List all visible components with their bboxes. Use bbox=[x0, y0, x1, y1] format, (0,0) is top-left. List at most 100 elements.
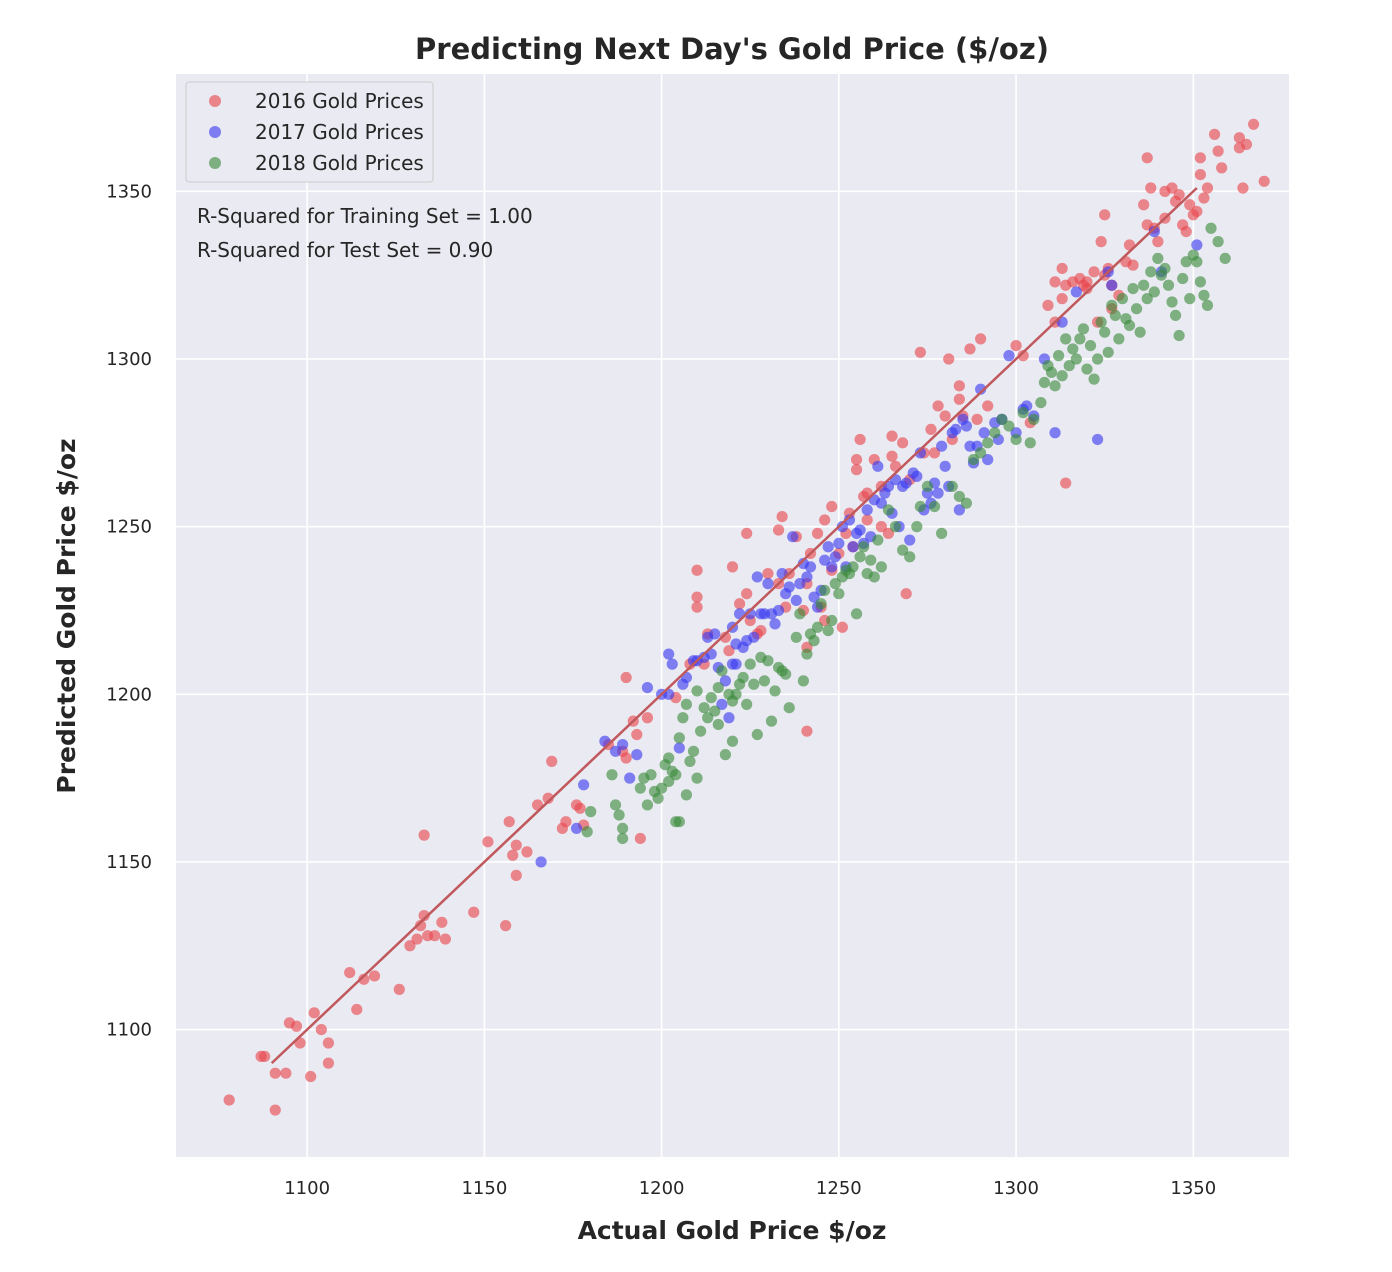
scatter-point bbox=[429, 930, 441, 942]
scatter-point bbox=[797, 675, 809, 687]
scatter-point bbox=[836, 621, 848, 633]
legend-box bbox=[185, 81, 434, 183]
scatter-point bbox=[911, 521, 923, 533]
scatter-point bbox=[826, 500, 838, 513]
legend-label: 2018 Gold Prices bbox=[255, 151, 424, 175]
scatter-point bbox=[801, 725, 813, 737]
x-tick-label: 1300 bbox=[993, 1178, 1039, 1199]
scatter-point bbox=[769, 618, 781, 630]
scatter-point bbox=[861, 514, 873, 526]
scatter-point bbox=[673, 742, 685, 754]
scatter-point bbox=[748, 678, 760, 690]
scatter-point bbox=[822, 624, 834, 637]
scatter-point bbox=[811, 621, 824, 633]
legend-label: 2016 Gold Prices bbox=[255, 89, 424, 113]
scatter-point bbox=[1081, 363, 1093, 375]
scatter-point bbox=[1003, 420, 1015, 432]
scatter-point bbox=[684, 755, 696, 767]
scatter-point bbox=[1173, 189, 1185, 201]
scatter-point bbox=[847, 541, 859, 553]
scatter-point bbox=[482, 836, 494, 848]
scatter-point bbox=[645, 769, 657, 781]
scatter-point bbox=[897, 544, 909, 556]
scatter-point bbox=[585, 806, 597, 818]
scatter-point bbox=[943, 353, 955, 365]
scatter-point bbox=[967, 453, 980, 466]
scatter-point bbox=[904, 551, 916, 563]
y-tick-labels: 1100 1150 1200 1250 1300 1350 bbox=[106, 181, 152, 1040]
scatter-point bbox=[843, 514, 856, 526]
annotation-test-r2: R-Squared for Test Set = 0.90 bbox=[197, 238, 493, 262]
scatter-point bbox=[1240, 138, 1253, 151]
scatter-point bbox=[1070, 286, 1082, 298]
y-tick-label: 1350 bbox=[106, 181, 152, 202]
scatter-point bbox=[1166, 182, 1178, 194]
scatter-point bbox=[1152, 252, 1164, 265]
scatter-point bbox=[865, 554, 877, 566]
scatter-point bbox=[787, 531, 799, 543]
scatter-point bbox=[960, 497, 973, 509]
scatter-point bbox=[723, 645, 735, 657]
scatter-point bbox=[542, 792, 554, 804]
scatter-point bbox=[691, 772, 703, 784]
scatter-point bbox=[889, 521, 902, 533]
scatter-point bbox=[1127, 282, 1139, 295]
y-tick-label: 1150 bbox=[106, 852, 152, 873]
scatter-point bbox=[414, 920, 427, 932]
scatter-point bbox=[875, 561, 887, 573]
scatter-point bbox=[858, 541, 870, 553]
scatter-point bbox=[1141, 152, 1153, 164]
scatter-point bbox=[631, 749, 643, 761]
legend-marker bbox=[209, 126, 221, 138]
scatter-point bbox=[875, 497, 887, 509]
scatter-point bbox=[1074, 333, 1086, 345]
scatter-point bbox=[404, 940, 416, 952]
scatter-point bbox=[939, 460, 951, 472]
scatter-point bbox=[1162, 279, 1175, 291]
scatter-point bbox=[1045, 366, 1058, 379]
scatter-point bbox=[741, 698, 753, 710]
scatter-point bbox=[1038, 376, 1051, 389]
scatter-point bbox=[960, 420, 973, 432]
scatter-point bbox=[733, 598, 746, 610]
scatter-point bbox=[808, 591, 820, 603]
scatter-point bbox=[1003, 350, 1015, 362]
scatter-point bbox=[819, 514, 831, 526]
scatter-point bbox=[546, 755, 558, 767]
scatter-point bbox=[507, 849, 519, 861]
scatter-point bbox=[634, 782, 646, 794]
scatter-point bbox=[1113, 333, 1125, 345]
scatter-point bbox=[826, 561, 838, 573]
scatter-point bbox=[819, 554, 831, 566]
scatter-point bbox=[269, 1104, 281, 1116]
scatter-point bbox=[641, 799, 654, 811]
scatter-point bbox=[439, 933, 451, 945]
x-tick-label: 1200 bbox=[639, 1178, 685, 1199]
scatter-point bbox=[1152, 236, 1164, 248]
scatter-point bbox=[1116, 293, 1129, 305]
scatter-point bbox=[1208, 128, 1221, 140]
scatter-point bbox=[808, 635, 820, 647]
scatter-point bbox=[1191, 256, 1203, 268]
scatter-point bbox=[900, 477, 912, 489]
scatter-point bbox=[755, 624, 767, 637]
scatter-point bbox=[1049, 276, 1061, 288]
scatter-point bbox=[921, 480, 934, 493]
scatter-point bbox=[819, 584, 831, 596]
scatter-point bbox=[1138, 199, 1150, 211]
scatter-point bbox=[1198, 192, 1210, 204]
scatter-point bbox=[776, 510, 788, 523]
scatter-point bbox=[641, 681, 654, 694]
scatter-point bbox=[1088, 373, 1100, 385]
scatter-point bbox=[904, 534, 916, 546]
scatter-point bbox=[617, 822, 629, 835]
scatter-point bbox=[570, 822, 583, 835]
y-axis-title: Predicted Gold Price $/oz bbox=[52, 438, 81, 793]
scatter-point bbox=[1212, 145, 1224, 157]
scatter-point bbox=[769, 685, 781, 697]
scatter-point bbox=[882, 504, 895, 516]
scatter-point bbox=[762, 655, 774, 667]
scatter-point bbox=[574, 802, 586, 814]
scatter-point bbox=[500, 920, 512, 932]
scatter-point bbox=[694, 725, 707, 737]
